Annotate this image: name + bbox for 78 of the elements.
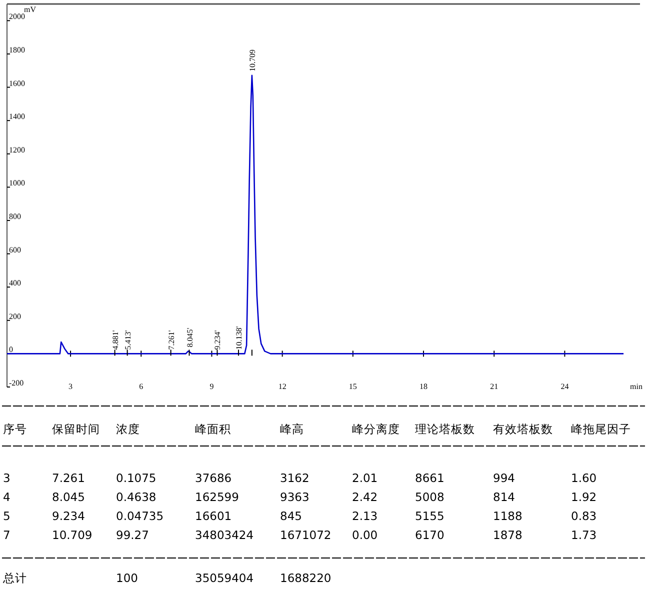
text: 2.13 — [352, 509, 378, 523]
x-tick-label: 15 — [348, 382, 357, 391]
text: 0.00 — [352, 528, 378, 542]
annotation: 5.413' — [123, 330, 132, 350]
text: 峰分离度 — [352, 422, 400, 436]
text: 0.4638 — [116, 490, 156, 504]
text: 8.045 — [52, 490, 85, 504]
x-tick-label: 12 — [278, 382, 286, 391]
text: 35059404 — [195, 571, 254, 585]
text: 99.27 — [116, 528, 149, 542]
y-tick-label: -200 — [9, 378, 24, 388]
text: 9.234 — [52, 509, 85, 523]
y-tick-label: 1400 — [9, 112, 25, 122]
text: 162599 — [195, 490, 239, 504]
text: 0.83 — [571, 509, 597, 523]
text: 1188 — [493, 509, 522, 523]
y-tick-label: 400 — [9, 278, 21, 288]
text: 总计 — [2, 571, 27, 585]
text: 7.261 — [52, 471, 85, 485]
text: 理论塔板数 — [415, 422, 475, 436]
text: 1.92 — [571, 490, 597, 504]
text: 有效塔板数 — [493, 422, 553, 436]
text: 序号 — [3, 422, 27, 436]
text: 峰拖尾因子 — [571, 422, 631, 436]
text: 2.42 — [352, 490, 378, 504]
text: 浓度 — [116, 422, 140, 436]
y-tick-label: 1800 — [9, 45, 25, 54]
x-tick-label: 3 — [68, 382, 73, 391]
y-tick-label: 1200 — [9, 145, 25, 154]
y-axis-title: mV — [24, 5, 36, 14]
text: 9363 — [280, 490, 310, 504]
text: 峰高 — [280, 422, 304, 436]
text: 0.04735 — [116, 509, 164, 523]
text: 3 — [3, 471, 10, 485]
x-tick-label: 6 — [139, 382, 144, 391]
annotation: 10.709 — [248, 49, 257, 72]
annotation: 7.261' — [166, 330, 176, 350]
annotation: 9.234' — [213, 330, 222, 350]
text: 16601 — [195, 509, 232, 523]
y-tick-label: 600 — [9, 245, 21, 254]
text: 0.1075 — [116, 471, 156, 485]
text: 37686 — [195, 471, 232, 485]
text: 100 — [116, 571, 138, 585]
text: 994 — [493, 471, 515, 485]
x-tick-label: 24 — [560, 382, 569, 391]
text: 5 — [3, 509, 10, 523]
text: 1878 — [493, 528, 522, 542]
y-tick-label: 800 — [9, 212, 21, 221]
text: 保留时间 — [52, 422, 100, 436]
text: 5155 — [415, 509, 444, 523]
text: 1688220 — [280, 571, 332, 585]
x-tick-label: 9 — [210, 382, 214, 391]
text: 2.01 — [352, 471, 378, 485]
text: 10.709 — [52, 528, 92, 542]
text: 34803424 — [195, 528, 254, 542]
text: 8661 — [415, 471, 444, 485]
text: 4 — [3, 490, 10, 504]
text: 845 — [280, 509, 302, 523]
annotation: 8.045' — [185, 327, 194, 348]
text: 3162 — [280, 471, 310, 485]
text: 1.60 — [571, 471, 597, 485]
y-tick-label: 1600 — [9, 78, 25, 88]
text: 814 — [493, 490, 515, 504]
y-tick-label: 2000 — [9, 12, 25, 22]
annotation: 10.138' — [234, 326, 244, 350]
x-axis-title: min — [630, 382, 642, 391]
y-tick-label: 200 — [9, 312, 21, 321]
text: 峰面积 — [195, 422, 231, 436]
y-tick-label: 0 — [9, 345, 13, 354]
text: 1.73 — [571, 528, 597, 542]
annotation: 4.881' — [110, 330, 120, 350]
text: 1671072 — [280, 528, 332, 542]
x-tick-label: 21 — [490, 382, 498, 391]
text: 5008 — [415, 490, 444, 504]
x-tick-label: 18 — [420, 382, 428, 391]
text: 6170 — [415, 528, 444, 542]
text: 7 — [3, 528, 10, 542]
y-tick-label: 1000 — [9, 178, 25, 188]
